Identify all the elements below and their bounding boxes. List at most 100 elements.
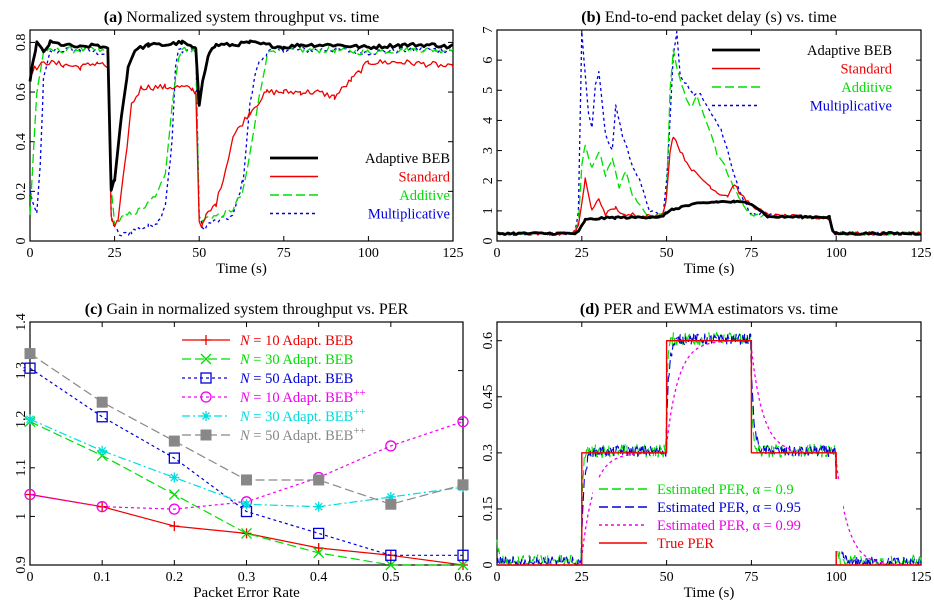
- legend-label-part: ++: [353, 406, 365, 418]
- point-marker: [313, 501, 324, 512]
- point-marker: [241, 499, 252, 510]
- legend-label-part: N: [239, 409, 251, 425]
- legend-label-part: N: [239, 428, 251, 444]
- series-line-3: [29, 46, 454, 237]
- legend-label: N = 30 Adapt. BEB++: [239, 406, 366, 425]
- y-tick-label: 4: [481, 117, 496, 124]
- panel-title: (d) PER and EWMA estimators vs. time: [580, 301, 838, 318]
- legend-label: Adaptive BEB: [807, 43, 892, 59]
- legend-bg: [593, 479, 843, 497]
- x-tick-label: 100: [358, 246, 379, 261]
- series-5: [24, 348, 469, 510]
- point-marker: [385, 440, 397, 452]
- point-marker: [97, 445, 108, 456]
- legend-label-part: ++: [353, 387, 365, 399]
- point-marker: [169, 521, 180, 532]
- y-tick-label: 0.3: [481, 444, 496, 462]
- y-tick-label: 3: [481, 147, 496, 154]
- legend-label: Standard: [398, 170, 450, 186]
- panel-title-text: PER and EWMA estimators vs. time: [599, 301, 838, 318]
- legend-label-part: = 50 Adapt. BEB: [250, 428, 354, 444]
- point-marker: [200, 391, 212, 403]
- point-marker: [24, 362, 36, 374]
- x-tick-label: 75: [744, 246, 758, 261]
- legend-label-part: N: [239, 352, 251, 368]
- panel-label: (c): [85, 301, 103, 318]
- point-marker: [457, 559, 469, 571]
- legend-label: Multiplicative: [810, 99, 892, 115]
- legend: Adaptive BEB Standard Additive Multiplicati…: [712, 43, 893, 115]
- x-tick-label: 25: [575, 570, 589, 585]
- point-marker: [168, 489, 180, 500]
- y-tick-label: 7: [481, 27, 496, 34]
- series-line-0: [496, 199, 922, 236]
- point-marker: [457, 415, 469, 428]
- legend-label: N = 10 Adapt. BEB++: [239, 387, 366, 406]
- point-marker: [200, 372, 212, 384]
- point-marker: [241, 527, 252, 539]
- legend-label: N = 50 Adapt. BEB++: [239, 425, 366, 444]
- legend-label-part: = 10 Adapt. BEB: [250, 333, 354, 349]
- x-tick-label: 0: [27, 246, 34, 261]
- y-tick-label: 6: [481, 57, 496, 64]
- panel-title-text: End-to-end packet delay (s) vs. time: [601, 9, 837, 26]
- plot-frame: [29, 29, 454, 242]
- legend-label: N = 50 Adapt. BEB: [239, 371, 353, 387]
- x-tick-label: 75: [744, 570, 758, 585]
- x-tick-label: 0.3: [238, 570, 256, 585]
- legend-label: Estimated PER, α = 0.95: [657, 500, 801, 516]
- x-tick-label: 0: [494, 570, 501, 585]
- point-marker: [24, 488, 36, 501]
- y-tick-label: 0.6: [14, 83, 29, 101]
- y-tick-label: 0.6: [481, 332, 496, 350]
- series-line-1: [496, 136, 922, 236]
- panel-title: (b) End-to-end packet delay (s) vs. time: [581, 9, 836, 26]
- x-tick-label: 50: [660, 570, 674, 585]
- x-axis-label: Time (s): [684, 261, 735, 277]
- x-tick-label: 50: [660, 246, 674, 261]
- x-tick-label: 0.6: [454, 570, 472, 585]
- legend-label: Standard: [840, 62, 892, 78]
- panel-c: 0 0.1 0.2 0.3 0.4 0.5 0.6 0.9 1 1.1 1.2 1.3 1.4 (c) G…: [14, 301, 472, 601]
- y-tick-label: 1.3: [14, 362, 29, 380]
- panel-label: (b): [581, 9, 601, 26]
- x-tick-label: 0.1: [93, 570, 111, 585]
- x-axis-label: Time (s): [684, 585, 735, 601]
- point-marker: [313, 547, 325, 559]
- legend: Adaptive BEB Standard Additive Multiplicati…: [270, 151, 451, 223]
- x-tick-label: 25: [108, 246, 122, 261]
- legend-label-part: = 30 Adapt. BEB: [250, 409, 354, 425]
- legend-label: Multiplicative: [368, 207, 450, 223]
- x-tick-label: 0.5: [382, 570, 400, 585]
- y-tick-label: 1: [14, 513, 29, 520]
- point-marker: [457, 549, 469, 561]
- legend-label-part: = 30 Adapt. BEB: [250, 352, 354, 368]
- point-marker: [241, 474, 252, 486]
- x-tick-label: 0: [494, 246, 501, 261]
- panel-title-text: Gain in normalized system throughput vs.…: [103, 301, 409, 318]
- legend-label: Additive: [841, 80, 892, 96]
- y-tick-label: 1.2: [14, 410, 29, 428]
- legend-label: Estimated PER, α = 0.9: [657, 482, 794, 498]
- x-tick-label: 125: [911, 246, 932, 261]
- x-axis-label: Time (s): [216, 261, 267, 277]
- x-tick-label: 0.4: [310, 570, 328, 585]
- legend-label-part: = 50 Adapt. BEB: [250, 371, 354, 387]
- legend-label-part: ++: [353, 425, 365, 437]
- series-line-2: [29, 46, 454, 228]
- y-tick-label: 0.4: [14, 133, 29, 151]
- point-marker: [385, 491, 396, 502]
- y-tick-label: 0: [481, 238, 496, 245]
- legend-label: Estimated PER, α = 0.99: [657, 518, 801, 534]
- point-marker: [201, 411, 211, 421]
- panel-title: (a) Normalized system throughput vs. tim…: [104, 9, 380, 26]
- y-tick-label: 1.1: [14, 459, 29, 477]
- point-marker: [313, 527, 325, 540]
- x-tick-label: 75: [277, 246, 291, 261]
- y-tick-label: 5: [481, 87, 496, 94]
- legend: Estimated PER, α = 0.9 Estimated PER, α =…: [593, 479, 843, 552]
- x-tick-label: 0: [27, 570, 34, 585]
- panel-label: (a): [104, 9, 123, 26]
- point-marker: [168, 503, 180, 515]
